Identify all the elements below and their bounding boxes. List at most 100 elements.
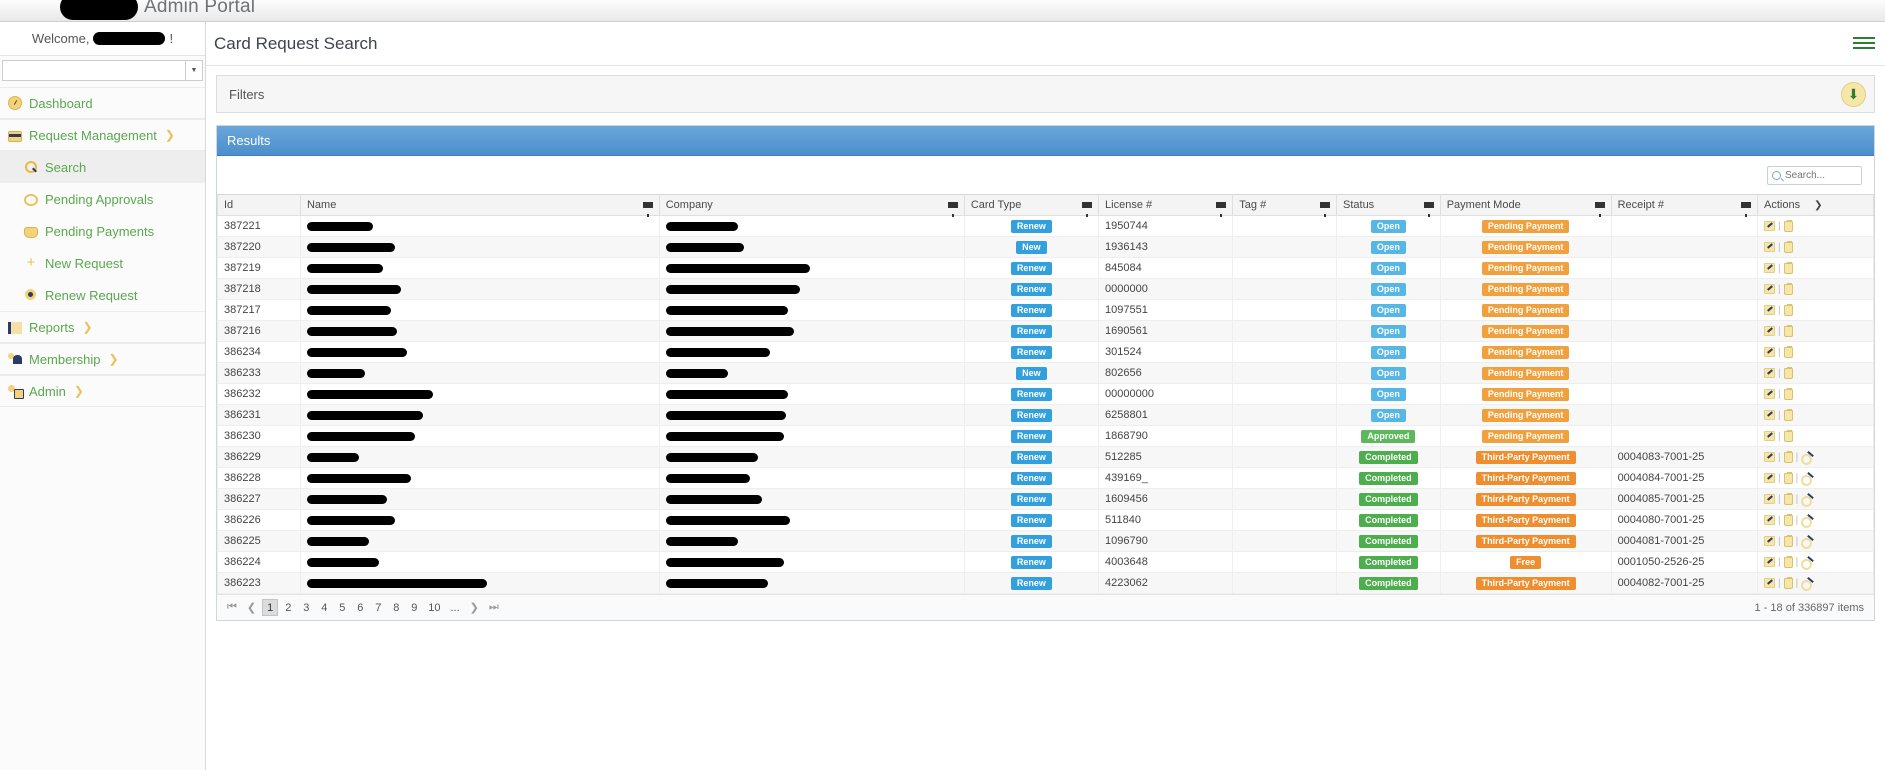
page-link-7[interactable]: 7: [375, 601, 382, 614]
clipboard-icon[interactable]: [1783, 513, 1793, 526]
table-row[interactable]: 387216 Renew 1690561 Open Pending Payment |: [217, 320, 1874, 342]
sidebar-item-membership[interactable]: Membership ❯: [0, 343, 205, 375]
key-icon[interactable]: [1801, 536, 1814, 547]
table-row[interactable]: 386234 Renew 301524 Open Pending Payment |: [217, 341, 1874, 363]
page-link-10[interactable]: 10: [428, 601, 441, 614]
edit-icon[interactable]: [1764, 347, 1775, 357]
table-row[interactable]: 387219 Renew 845084 Open Pending Payment |: [217, 257, 1874, 279]
table-row[interactable]: 387217 Renew 1097551 Open Pending Payment |: [217, 299, 1874, 321]
table-row[interactable]: 386232 Renew 00000000 Open Pending Payment |: [217, 383, 1874, 405]
column-header-receipt[interactable]: Receipt #: [1610, 194, 1759, 217]
clipboard-icon[interactable]: [1783, 282, 1793, 295]
filter-icon[interactable]: [1320, 202, 1330, 217]
edit-icon[interactable]: [1764, 263, 1775, 273]
edit-icon[interactable]: [1764, 326, 1775, 336]
page-link-6[interactable]: 6: [357, 601, 364, 614]
chevron-down-icon[interactable]: ▼: [185, 61, 202, 80]
edit-icon[interactable]: [1764, 410, 1775, 420]
last-page-icon[interactable]: ⏭: [488, 601, 499, 613]
edit-icon[interactable]: [1764, 494, 1775, 504]
page-link-2[interactable]: 2: [285, 601, 292, 614]
sidebar-item-dashboard[interactable]: Dashboard: [0, 87, 205, 119]
clipboard-icon[interactable]: [1783, 366, 1793, 379]
edit-icon[interactable]: [1764, 305, 1775, 315]
chevron-right-icon[interactable]: ❯: [1814, 200, 1823, 211]
sidebar-item-new-request[interactable]: + New Request: [0, 247, 205, 279]
sidebar-item-reports[interactable]: Reports ❯: [0, 311, 205, 343]
key-icon[interactable]: [1801, 515, 1814, 526]
edit-icon[interactable]: [1764, 221, 1775, 231]
clipboard-icon[interactable]: [1783, 303, 1793, 316]
column-header-company[interactable]: Company: [658, 194, 965, 217]
filter-icon[interactable]: [1423, 202, 1434, 217]
table-row[interactable]: 386231 Renew 6258801 Open Pending Payment |: [217, 404, 1874, 426]
search-input[interactable]: [1785, 169, 1857, 181]
table-row[interactable]: 386230 Renew 1868790 Approved Pending Paymen…: [217, 425, 1874, 447]
page-link-3[interactable]: 3: [303, 601, 310, 614]
org-select[interactable]: ▼: [2, 60, 203, 81]
table-row[interactable]: 386224 Renew 4003648 Completed Free 0001050-2…: [217, 551, 1874, 573]
edit-icon[interactable]: [1764, 536, 1775, 546]
table-row[interactable]: 386225 Renew 1096790 Completed Third-Party P…: [217, 530, 1874, 552]
sidebar-item-renew-request[interactable]: Renew Request: [0, 279, 205, 311]
page-link-...[interactable]: ...: [450, 601, 460, 614]
edit-icon[interactable]: [1764, 368, 1775, 378]
edit-icon[interactable]: [1764, 452, 1775, 462]
edit-icon[interactable]: [1764, 557, 1775, 567]
column-header-actions[interactable]: Actions ❯: [1757, 194, 1874, 216]
sidebar-item-search[interactable]: Search: [0, 151, 205, 183]
key-icon[interactable]: [1801, 452, 1814, 463]
chevron-down-icon[interactable]: ⬇: [1841, 82, 1866, 107]
sidebar-item-pending-approvals[interactable]: Pending Approvals: [0, 183, 205, 215]
page-link-5[interactable]: 5: [339, 601, 346, 614]
table-row[interactable]: 386223 Renew 4223062 Completed Third-Party P…: [217, 572, 1874, 594]
filter-icon[interactable]: [947, 202, 958, 217]
hamburger-icon[interactable]: [1853, 34, 1875, 52]
key-icon[interactable]: [1801, 473, 1814, 484]
filters-panel[interactable]: Filters ⬇: [216, 75, 1875, 113]
table-row[interactable]: 387220 New 1936143 Open Pending Payment |: [217, 236, 1874, 258]
clipboard-icon[interactable]: [1783, 555, 1793, 568]
clipboard-icon[interactable]: [1783, 240, 1793, 253]
edit-icon[interactable]: [1764, 515, 1775, 525]
clipboard-icon[interactable]: [1783, 429, 1793, 442]
clipboard-icon[interactable]: [1783, 576, 1793, 589]
sidebar-item-admin[interactable]: Admin ❯: [0, 375, 205, 407]
clipboard-icon[interactable]: [1783, 387, 1793, 400]
clipboard-icon[interactable]: [1783, 450, 1793, 463]
clipboard-icon[interactable]: [1783, 471, 1793, 484]
clipboard-icon[interactable]: [1783, 345, 1793, 358]
prev-page-icon[interactable]: ❮: [246, 602, 257, 614]
table-row[interactable]: 386228 Renew 439169_ Completed Third-Party P…: [217, 467, 1874, 489]
clipboard-icon[interactable]: [1783, 324, 1793, 337]
edit-icon[interactable]: [1764, 284, 1775, 294]
sidebar-item-pending-payments[interactable]: Pending Payments: [0, 215, 205, 247]
column-header-license[interactable]: License #: [1098, 194, 1234, 217]
filter-icon[interactable]: [1216, 202, 1227, 217]
clipboard-icon[interactable]: [1783, 408, 1793, 421]
edit-icon[interactable]: [1764, 473, 1775, 483]
table-row[interactable]: 387221 Renew 1950744 Open Pending Payment |: [217, 215, 1874, 237]
page-link-8[interactable]: 8: [393, 601, 400, 614]
edit-icon[interactable]: [1764, 242, 1775, 252]
page-link-9[interactable]: 9: [411, 601, 418, 614]
column-header-name[interactable]: Name: [299, 194, 660, 217]
edit-icon[interactable]: [1764, 578, 1775, 588]
column-header-tag[interactable]: Tag #: [1232, 194, 1337, 217]
table-row[interactable]: 386226 Renew 511840 Completed Third-Party Pa…: [217, 509, 1874, 531]
table-row[interactable]: 387218 Renew 0000000 Open Pending Payment |: [217, 278, 1874, 300]
filter-icon[interactable]: [1741, 202, 1751, 217]
column-header-payment-mode[interactable]: Payment Mode: [1439, 194, 1612, 217]
edit-icon[interactable]: [1764, 431, 1775, 441]
page-link-1[interactable]: 1: [262, 599, 279, 616]
key-icon[interactable]: [1801, 557, 1814, 568]
filter-icon[interactable]: [642, 202, 653, 217]
clipboard-icon[interactable]: [1783, 219, 1793, 232]
key-icon[interactable]: [1801, 494, 1814, 505]
key-icon[interactable]: [1801, 578, 1814, 589]
clipboard-icon[interactable]: [1783, 261, 1793, 274]
clipboard-icon[interactable]: [1783, 534, 1793, 547]
clipboard-icon[interactable]: [1783, 492, 1793, 505]
grid-search-box[interactable]: [1767, 165, 1862, 185]
first-page-icon[interactable]: ⏮: [227, 601, 237, 613]
